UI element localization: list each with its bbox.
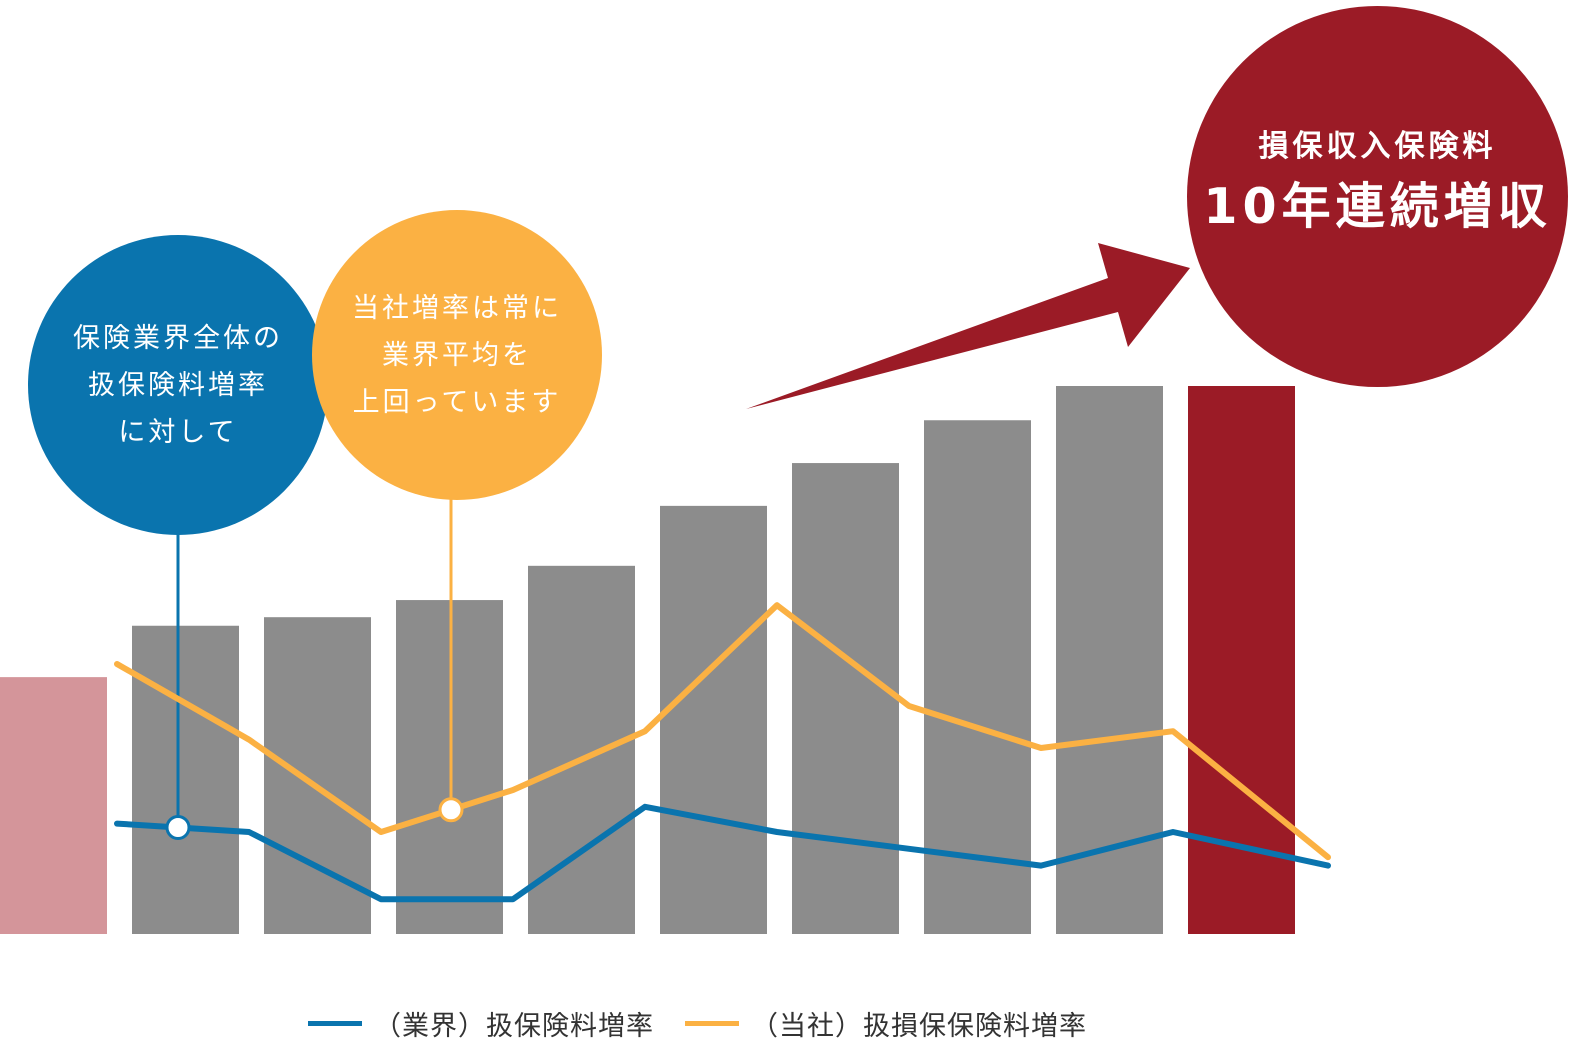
bar-8 bbox=[924, 420, 1031, 934]
company-callout-bubble: 当社増率は常に 業界平均を 上回っています bbox=[312, 210, 602, 500]
growth-arrow-icon bbox=[746, 243, 1190, 409]
legend-swatch-company bbox=[685, 1020, 739, 1026]
series-line-industry bbox=[114, 803, 1331, 903]
result-subtitle: 損保収入保険料 bbox=[1258, 128, 1497, 164]
bar-9 bbox=[1056, 386, 1163, 934]
legend-item-company: （当社）扱損保保険料増率 bbox=[685, 1005, 1087, 1042]
legend-swatch-industry bbox=[308, 1020, 362, 1026]
callout-markers bbox=[165, 797, 464, 840]
company-marker-dot bbox=[438, 797, 464, 823]
company-callout-line-3: 上回っています bbox=[352, 386, 562, 418]
line-series-group bbox=[114, 602, 1331, 903]
industry-callout-line-2: 扱保険料増率 bbox=[88, 369, 268, 401]
bar-7 bbox=[792, 463, 899, 934]
bar-1 bbox=[0, 677, 107, 934]
industry-callout-bubble: 保険業界全体の 扱保険料増率 に対して bbox=[28, 235, 328, 535]
company-callout-line-2: 業界平均を bbox=[382, 339, 532, 371]
series-line-company bbox=[114, 602, 1331, 861]
bar-group bbox=[0, 386, 1295, 934]
legend-label-company: （当社）扱損保保険料増率 bbox=[751, 1010, 1087, 1042]
result-callout-bubble: 損保収入保険料 10年連続増収 bbox=[1187, 6, 1568, 387]
company-callout-line-1: 当社増率は常に bbox=[352, 292, 562, 324]
legend-item-industry: （業界）扱保険料増率 bbox=[308, 1005, 654, 1042]
bar-3 bbox=[264, 617, 371, 934]
callout-connectors bbox=[176, 480, 453, 828]
result-headline: 10年連続増収 bbox=[1203, 177, 1552, 235]
bar-10 bbox=[1188, 386, 1295, 934]
bar-2 bbox=[132, 625, 239, 934]
industry-callout-line-3: に対して bbox=[118, 416, 238, 448]
industry-callout-line-1: 保険業界全体の bbox=[73, 322, 283, 354]
industry-marker-dot bbox=[165, 814, 191, 840]
bar-6 bbox=[660, 505, 767, 934]
legend-label-industry: （業界）扱保険料増率 bbox=[374, 1010, 654, 1042]
